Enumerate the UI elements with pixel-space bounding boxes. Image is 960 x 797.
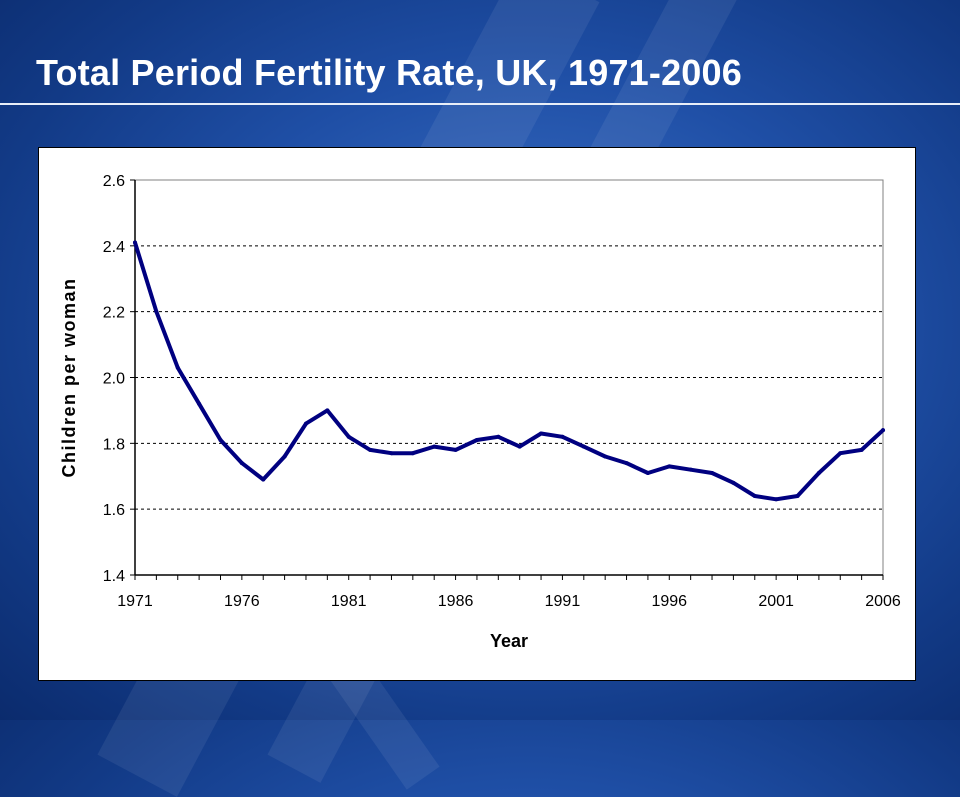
x-tick-label: 2001 bbox=[758, 593, 794, 610]
data-point bbox=[453, 447, 458, 452]
data-point bbox=[410, 451, 415, 456]
y-tick-label: 1.4 bbox=[103, 568, 125, 585]
x-tick-label: 1996 bbox=[651, 593, 687, 610]
data-point bbox=[474, 438, 479, 443]
data-point bbox=[303, 421, 308, 426]
data-point bbox=[389, 451, 394, 456]
data-point bbox=[432, 444, 437, 449]
data-point bbox=[325, 408, 330, 413]
data-point bbox=[581, 444, 586, 449]
data-point bbox=[539, 431, 544, 436]
data-point bbox=[239, 461, 244, 466]
data-point bbox=[603, 454, 608, 459]
y-tick-label: 2.6 bbox=[103, 173, 125, 190]
data-point bbox=[218, 438, 223, 443]
data-point bbox=[667, 464, 672, 469]
data-point bbox=[346, 434, 351, 439]
y-tick-label: 2.2 bbox=[103, 305, 125, 322]
data-point bbox=[816, 470, 821, 475]
y-axis-ticks: 1.4 1.6 1.8 2.0 2.2 2.4 2.6 bbox=[103, 173, 135, 585]
x-axis-ticks: 1971 1976 1981 1986 1991 1996 2001 2006 bbox=[117, 575, 901, 610]
data-point bbox=[261, 477, 266, 482]
data-point bbox=[496, 434, 501, 439]
data-point bbox=[731, 480, 736, 485]
slide-title: Total Period Fertility Rate, UK, 1971-20… bbox=[36, 52, 742, 93]
data-point bbox=[710, 470, 715, 475]
data-point bbox=[881, 428, 885, 433]
data-point bbox=[175, 365, 180, 370]
fertility-line-chart: 1.41.61.82.02.22.42.6 1971 1976 1981 1986 19… bbox=[59, 173, 901, 651]
series-line-fertility-rate bbox=[133, 240, 885, 502]
data-point bbox=[517, 444, 522, 449]
x-tick-label: 2006 bbox=[865, 593, 901, 610]
x-axis-title: Year bbox=[490, 631, 528, 651]
x-tick-label: 1991 bbox=[545, 593, 581, 610]
data-point bbox=[752, 494, 757, 498]
data-point bbox=[774, 497, 779, 502]
x-tick-label: 1976 bbox=[224, 593, 260, 610]
title-divider bbox=[0, 103, 960, 105]
y-axis-title: Children per woman bbox=[59, 277, 79, 477]
data-point bbox=[197, 401, 202, 406]
y-tick-label: 2.4 bbox=[103, 239, 125, 256]
x-tick-label: 1971 bbox=[117, 593, 153, 610]
data-point bbox=[560, 434, 565, 439]
data-point bbox=[645, 470, 650, 475]
x-tick-label: 1981 bbox=[331, 593, 367, 610]
chart-panel: 1.4 1.6 1.8 2.0 2.2 2.4 2.6 1971 1976 1981 1986 19… bbox=[38, 147, 916, 681]
data-point bbox=[368, 447, 373, 452]
data-point bbox=[154, 309, 159, 314]
data-point bbox=[624, 461, 629, 466]
y-tick-label: 2.0 bbox=[103, 371, 125, 388]
data-point bbox=[688, 467, 693, 472]
data-point bbox=[838, 451, 843, 456]
x-tick-label: 1986 bbox=[438, 593, 474, 610]
data-point bbox=[795, 494, 800, 498]
data-points bbox=[133, 240, 885, 502]
y-tick-label: 1.6 bbox=[103, 502, 125, 519]
data-point bbox=[859, 447, 864, 452]
y-tick-label: 1.8 bbox=[103, 436, 125, 453]
data-point bbox=[282, 454, 287, 459]
data-point bbox=[133, 240, 137, 245]
